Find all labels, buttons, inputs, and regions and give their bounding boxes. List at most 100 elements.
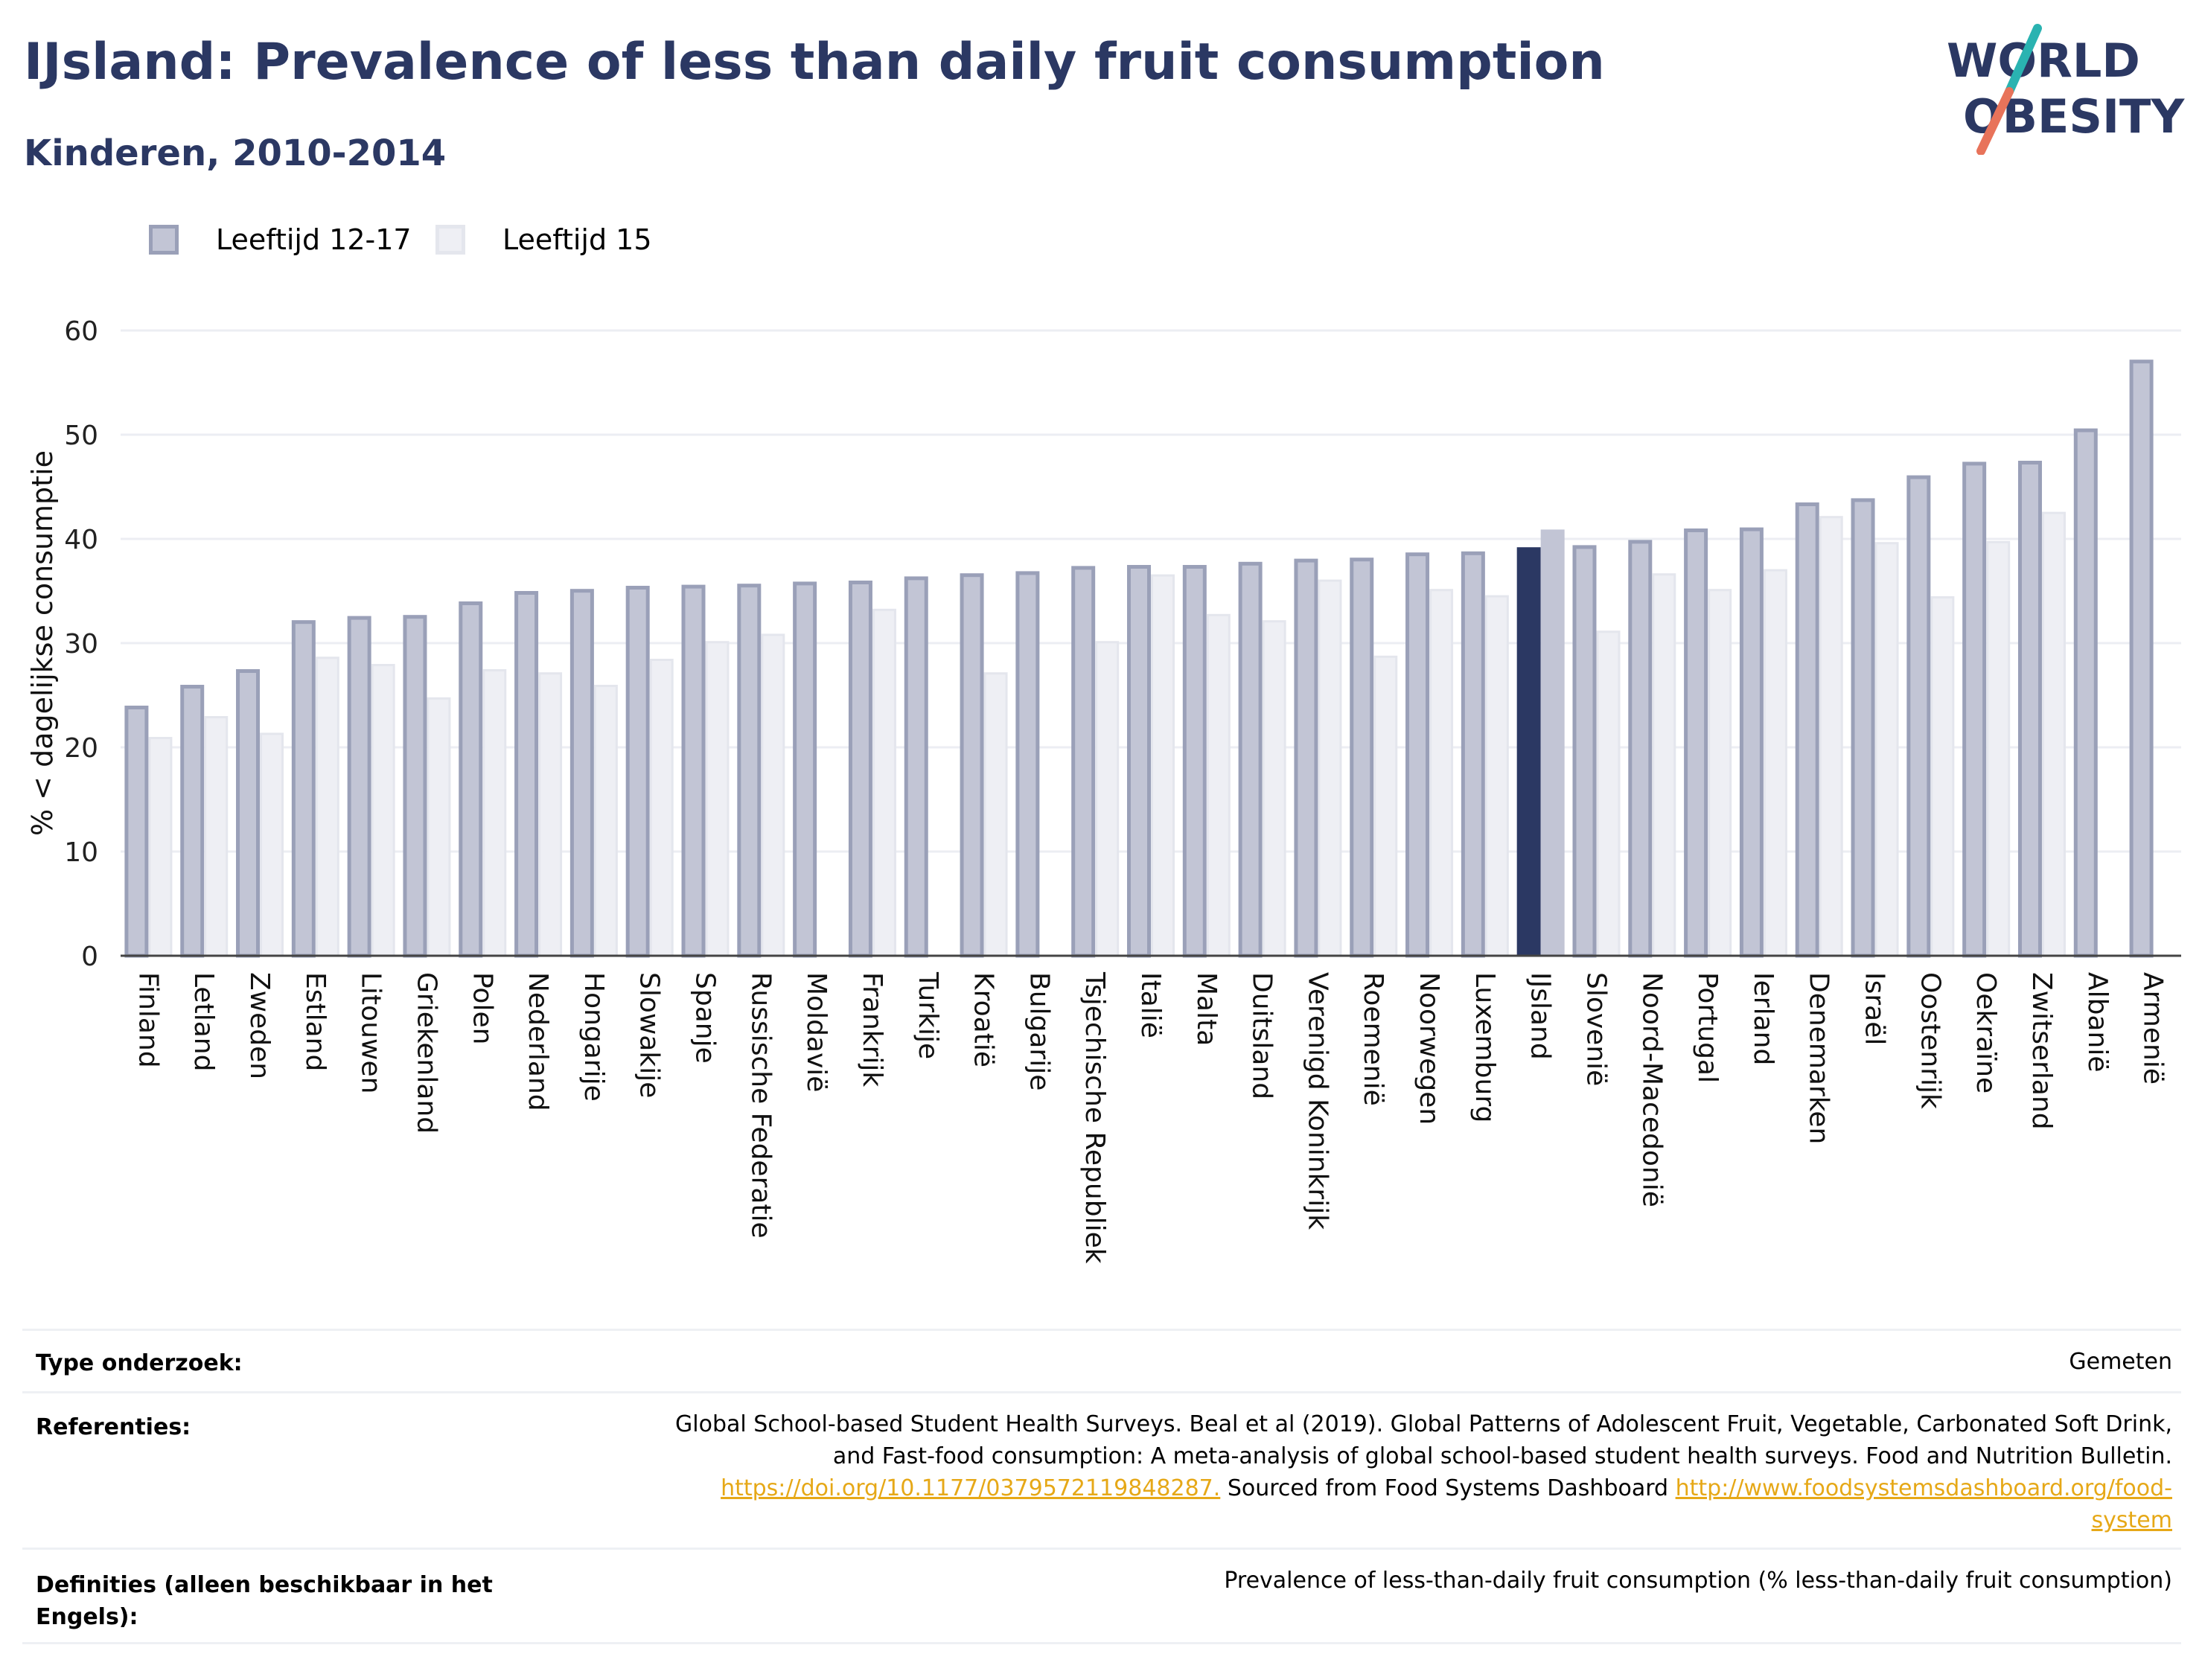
- bar-0-30: [1795, 502, 1819, 958]
- ref-text-line3: https://doi.org/10.1177/0379572119848287…: [675, 1472, 2172, 1504]
- x-tick-label-12: Moldavië: [801, 972, 832, 1092]
- bar-0-22: [1350, 558, 1374, 958]
- x-tick-label-26: Slovenië: [1580, 972, 1611, 1086]
- x-tick-label-33: Oekraïne: [1970, 972, 2001, 1093]
- x-tick-label-36: Armenië: [2138, 972, 2169, 1085]
- bar-1-8: [593, 685, 618, 957]
- x-tick-label-8: Hongarije: [578, 972, 609, 1102]
- bar-0-17: [1071, 566, 1096, 958]
- bar-0-26: [1572, 545, 1597, 958]
- def-label-line1: Definities (alleen beschikbaar in het: [36, 1572, 493, 1598]
- bar-0-35: [2073, 428, 2098, 958]
- bar-1-7: [538, 672, 563, 957]
- x-tick-label-23: Noorwegen: [1414, 972, 1444, 1125]
- legend-label-0: Leeftijd 12-17: [216, 223, 412, 256]
- y-axis-label: % < dagelijkse consumptie: [26, 450, 59, 836]
- bar-1-20: [1262, 620, 1286, 957]
- bar-0-16: [1015, 571, 1040, 958]
- bar-0-7: [514, 591, 539, 958]
- bar-1-19: [1206, 613, 1231, 957]
- x-tick-label-35: Albanië: [2082, 972, 2113, 1073]
- type-value: Gemeten: [2069, 1349, 2172, 1375]
- bar-0-14: [904, 576, 928, 958]
- bar-0-31: [1851, 498, 1875, 958]
- ref-dashboard-link[interactable]: http://www.foodsystemsdashboard.org/food…: [1675, 1475, 2172, 1501]
- y-tick-label-0: 0: [81, 942, 98, 972]
- x-tick-label-20: Duitsland: [1247, 972, 1277, 1099]
- x-tick-label-28: Portugal: [1692, 972, 1723, 1083]
- bar-0-27: [1628, 540, 1653, 958]
- bar-0-28: [1684, 528, 1708, 958]
- info-row-references: Referenties: Global School-based Student…: [22, 1391, 2181, 1548]
- bar-0-18: [1127, 565, 1151, 958]
- y-tick-label-50: 50: [64, 421, 98, 451]
- bar-1-31: [1874, 542, 1899, 957]
- logo-slash-teal: [2005, 24, 2042, 96]
- bar-0-6: [459, 601, 483, 958]
- def-label: Definities (alleen beschikbaar in het En…: [36, 1569, 493, 1633]
- ref-label: Referenties:: [36, 1414, 191, 1440]
- bar-0-33: [1962, 461, 1987, 958]
- bar-1-29: [1763, 569, 1787, 957]
- bar-1-10: [705, 641, 730, 957]
- ref-doi-link[interactable]: https://doi.org/10.1177/0379572119848287…: [721, 1475, 1221, 1501]
- bar-0-24: [1461, 551, 1485, 958]
- x-tick-label-4: Litouwen: [356, 972, 386, 1093]
- bar-0-20: [1238, 561, 1263, 958]
- ref-dashboard-link-cont[interactable]: system: [2091, 1507, 2172, 1533]
- bar-0-4: [347, 616, 371, 958]
- info-row-definitions: Definities (alleen beschikbaar in het En…: [22, 1548, 2181, 1644]
- bar-1-27: [1652, 573, 1676, 957]
- bar-1-3: [315, 657, 339, 957]
- bar-1-15: [983, 672, 1008, 957]
- bar-1-34: [2041, 511, 2066, 957]
- ref-text-line2: and Fast-food consumption: A meta-analys…: [832, 1443, 2172, 1469]
- logo-line1: WORLD: [1947, 33, 2140, 88]
- logo-slash-coral: [1976, 87, 2014, 155]
- bar-0-11: [737, 584, 762, 958]
- bar-0-15: [960, 573, 984, 958]
- bar-0-34: [2017, 461, 2042, 958]
- x-tick-label-11: Russische Federatie: [745, 972, 776, 1239]
- x-tick-label-30: Denemarken: [1804, 972, 1834, 1144]
- x-tick-label-1: Letland: [188, 972, 219, 1071]
- def-label-line2: Engels):: [36, 1604, 138, 1630]
- x-tick-label-25: IJsland: [1525, 972, 1556, 1060]
- bar-1-11: [761, 633, 785, 957]
- bar-1-0: [148, 737, 173, 957]
- y-tick-label-10: 10: [64, 837, 98, 868]
- def-value: Prevalence of less-than-daily fruit cons…: [1224, 1568, 2172, 1594]
- x-tick-label-6: Polen: [467, 972, 497, 1044]
- y-tick-label-30: 30: [64, 629, 98, 659]
- x-tick-label-22: Roemenië: [1358, 972, 1388, 1106]
- x-tick-label-18: Italië: [1135, 972, 1166, 1038]
- bar-1-13: [872, 608, 896, 957]
- bar-0-32: [1906, 475, 1931, 958]
- bar-1-4: [371, 664, 395, 957]
- x-tick-label-9: Slowakije: [634, 972, 665, 1098]
- bar-0-12: [793, 581, 817, 958]
- x-tick-label-32: Oostenrijk: [1915, 972, 1945, 1109]
- x-tick-label-24: Luxemburg: [1469, 972, 1500, 1122]
- bar-0-25: [1516, 547, 1541, 956]
- y-tick-label-60: 60: [64, 316, 98, 347]
- x-tick-label-14: Turkije: [913, 971, 943, 1059]
- bar-0-3: [291, 620, 316, 958]
- ref-text-line4: system: [675, 1504, 2172, 1536]
- bar-1-30: [1819, 516, 1843, 957]
- bar-1-33: [1986, 540, 2011, 957]
- bar-chart: 0 10 20 30 40 50 60 % < dagelijkse consumptie Fi…: [26, 316, 2181, 1264]
- bar-0-29: [1739, 527, 1764, 958]
- bar-0-0: [124, 706, 149, 958]
- bar-1-9: [649, 659, 674, 957]
- bar-1-17: [1095, 641, 1120, 957]
- bar-1-5: [427, 697, 451, 957]
- bar-0-10: [681, 584, 706, 958]
- bar-0-9: [625, 586, 650, 958]
- bar-0-21: [1294, 558, 1318, 958]
- info-row-type: Type onderzoek: Gemeten: [22, 1329, 2181, 1391]
- x-tick-label-16: Bulgarije: [1024, 972, 1054, 1090]
- bar-0-2: [236, 669, 261, 958]
- x-tick-label-29: Ierland: [1748, 972, 1778, 1065]
- x-tick-label-27: Noord-Macedonië: [1636, 972, 1667, 1207]
